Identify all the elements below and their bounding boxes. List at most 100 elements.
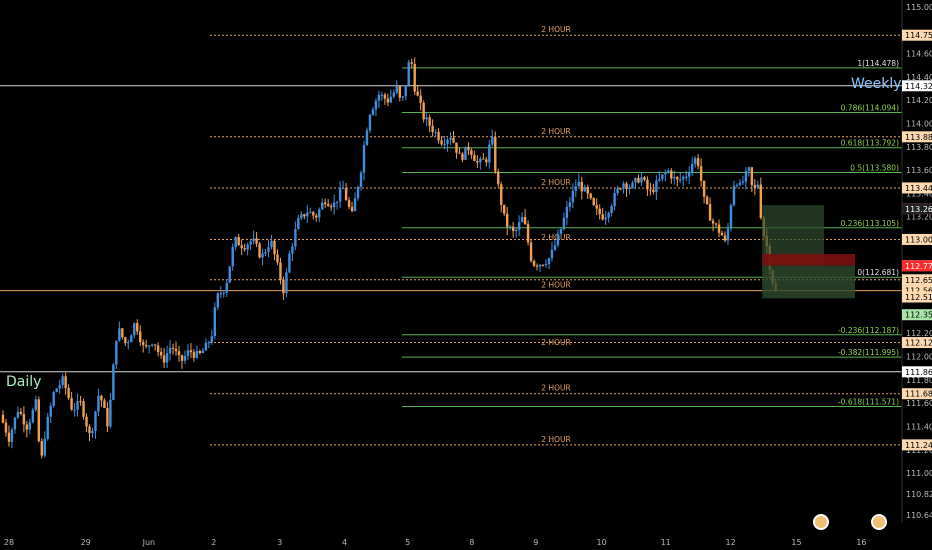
candle-body (201, 350, 205, 354)
candle-body (696, 158, 700, 167)
candle-body (183, 355, 187, 361)
x-tick-label: 28 (4, 538, 14, 547)
candle-body (228, 266, 231, 283)
level-price-tag: 112.120 (905, 339, 932, 348)
candle-body (16, 411, 20, 418)
level-price-tag: 113.447 (905, 184, 932, 193)
candle-body (726, 228, 730, 241)
candle-body (341, 188, 345, 190)
candle-body (300, 214, 303, 219)
candle-body (488, 144, 491, 163)
solid-price-tag: 112.566 (905, 287, 932, 296)
candle-body (67, 387, 70, 399)
candle-body (500, 184, 503, 205)
candle-body (294, 229, 297, 247)
candle-body (139, 331, 142, 343)
candle-body (1, 414, 5, 423)
candle-body (267, 247, 270, 252)
candle-body (19, 411, 23, 414)
candle-body (309, 212, 312, 214)
fib-label: -0.618(111.571) (838, 398, 899, 407)
candle-body (571, 190, 575, 203)
candle-body (76, 401, 79, 410)
candle-body (156, 345, 160, 352)
candle-body (353, 198, 357, 212)
target-icon[interactable] (871, 514, 887, 530)
candle-body (10, 429, 14, 442)
candle-body (329, 206, 333, 208)
candle-body (213, 307, 217, 337)
candle-body (473, 154, 476, 161)
solid-price-tag-bg (902, 80, 932, 92)
candle-body (682, 176, 685, 180)
candle-body (347, 200, 351, 207)
candle-body (174, 348, 178, 352)
candle-body (252, 238, 255, 242)
candle-body (568, 202, 572, 207)
candle-body (7, 432, 11, 442)
y-tick-label: 113.600 (906, 166, 932, 175)
candle-body (186, 350, 190, 356)
candle-body (690, 163, 694, 173)
candle-body (261, 253, 264, 258)
candle-body (506, 213, 509, 227)
candle-body (685, 176, 688, 178)
candle-body (147, 345, 151, 347)
candle-body (461, 153, 464, 160)
replay-icon[interactable] (813, 514, 829, 530)
y-tick-label: 110.640 (906, 511, 932, 520)
y-tick-label: 111.400 (906, 422, 932, 431)
candle-body (79, 401, 82, 403)
candle-body (350, 206, 354, 212)
candle-body (541, 264, 545, 266)
candle-body (514, 229, 518, 232)
candle-body (687, 172, 691, 177)
level-price-tag-bg (902, 439, 932, 451)
candle-body (306, 212, 309, 217)
candle-body (595, 205, 598, 209)
level-price-tag-bg (902, 233, 932, 245)
x-tick-label: 4 (342, 538, 347, 547)
candle-body (601, 213, 604, 220)
candle-body (482, 158, 485, 160)
time-axis-bg (0, 522, 902, 550)
candle-body (115, 340, 118, 365)
y-tick-label: 115.000 (906, 3, 932, 12)
candle-body (443, 143, 446, 145)
x-tick-label: 3 (277, 538, 282, 547)
price-tag-bg (902, 260, 932, 272)
candle-body (121, 328, 124, 338)
candle-body (282, 279, 285, 294)
y-tick-label: 114.000 (906, 120, 932, 129)
candle-body (732, 185, 736, 206)
fib-label: -0.236(112.187) (838, 326, 899, 335)
candle-body (326, 204, 330, 207)
level-label: 2 HOUR (541, 435, 570, 444)
candle-body (619, 188, 622, 190)
x-tick-label: 5 (405, 538, 410, 547)
price-tag-bg (902, 291, 932, 303)
y-tick-label: 114.200 (906, 96, 932, 105)
level-price-tag-bg (902, 388, 932, 400)
candle-body (234, 237, 237, 248)
candle-body (389, 96, 393, 103)
candle-body (449, 137, 452, 140)
candle-body (291, 246, 294, 254)
level-price-tag-bg (902, 182, 932, 194)
candle-body (646, 179, 649, 190)
candle-body (592, 198, 595, 206)
candle-body (246, 244, 249, 250)
level-price-tag: 113.005 (905, 235, 932, 244)
candle-body (88, 426, 91, 434)
candle-body (368, 114, 372, 131)
candle-body (497, 171, 500, 185)
candle-body (580, 181, 583, 192)
candle-body (58, 385, 61, 389)
candle-body (705, 196, 709, 204)
candle-body (153, 344, 157, 346)
candle-body (479, 158, 482, 163)
candle-body (491, 137, 494, 145)
x-tick-label: 12 (726, 538, 736, 547)
level-label: 2 HOUR (541, 178, 570, 187)
